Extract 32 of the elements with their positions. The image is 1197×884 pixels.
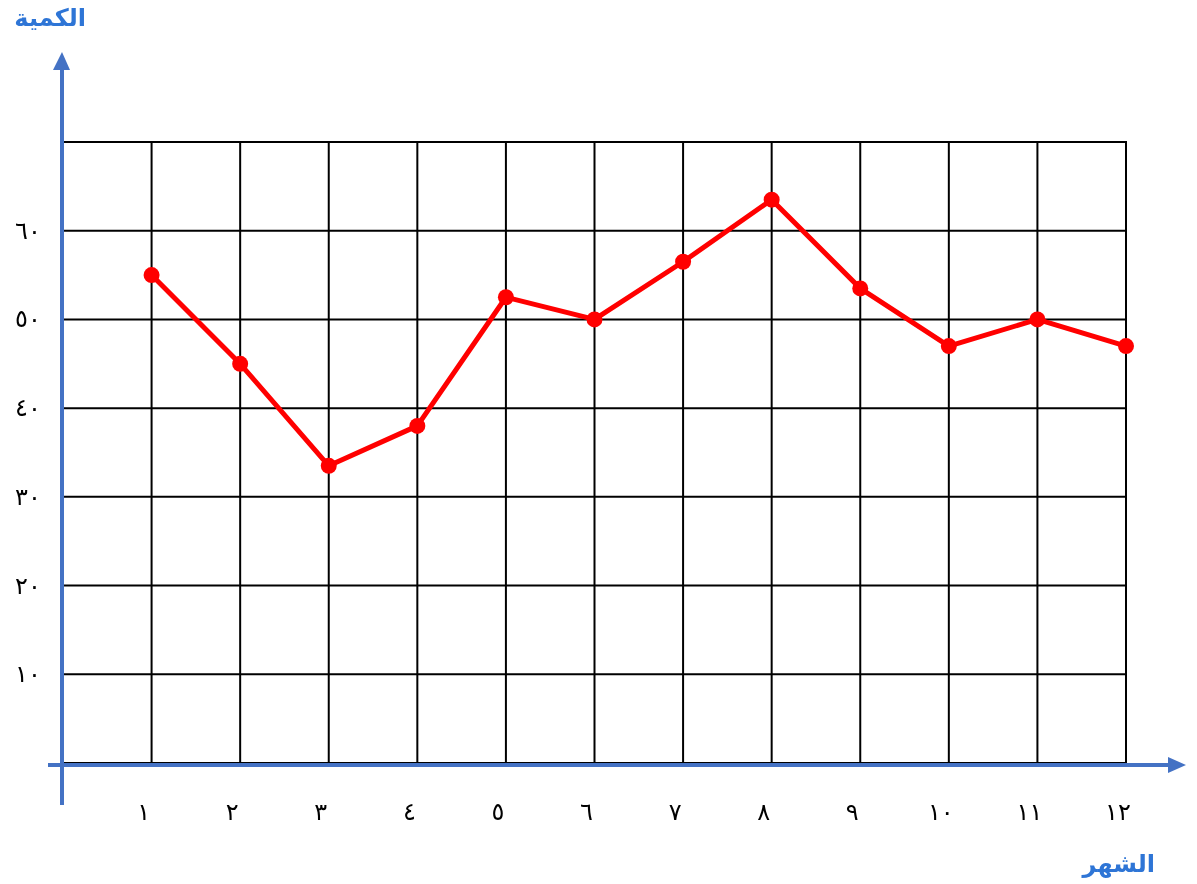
point: [320, 457, 337, 474]
point: [586, 311, 603, 328]
x-tick-label: ٨: [757, 798, 771, 826]
point: [852, 280, 869, 297]
point: [763, 191, 780, 208]
x-tick-label: ٧: [668, 798, 682, 826]
y-tick-label: ٤٠: [15, 394, 41, 423]
point: [232, 355, 249, 372]
y-tick-label: ١٠: [15, 660, 41, 689]
y-tick-label: ٦٠: [15, 216, 41, 245]
point: [940, 338, 957, 355]
point: [1118, 338, 1134, 355]
point: [409, 417, 426, 434]
point: [1029, 311, 1046, 328]
x-tick-label: ١٠: [927, 798, 954, 826]
y-tick-label: ٢٠: [15, 571, 41, 600]
y-axis-title: الكمية: [14, 4, 86, 32]
x-tick-label: ١: [137, 798, 151, 826]
x-tick-label: ١١: [1016, 798, 1043, 826]
point: [675, 253, 692, 270]
point: [143, 267, 160, 284]
x-tick-label: ١٢: [1105, 798, 1131, 826]
point: [497, 289, 514, 306]
x-tick-label: ٢: [225, 798, 239, 826]
y-tick-label: ٣٠: [15, 482, 41, 511]
x-tick-label: ٤: [402, 798, 416, 826]
x-tick-label: ٩: [845, 798, 859, 826]
x-tick-label: ٣: [314, 798, 328, 826]
y-tick-label: ٥٠: [15, 305, 41, 334]
x-tick-label: ٥: [491, 798, 505, 826]
x-tick-label: ٦: [580, 798, 593, 826]
x-axis-title: الشهر: [1081, 850, 1155, 878]
